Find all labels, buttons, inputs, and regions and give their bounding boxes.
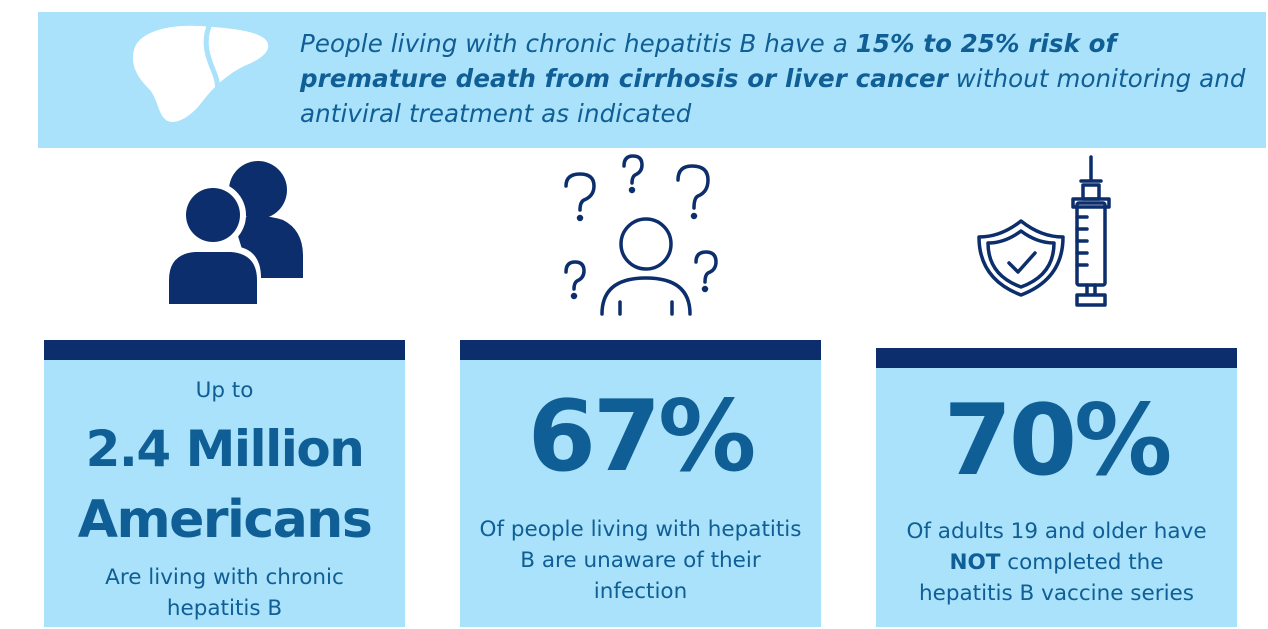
top-banner: People living with chronic hepatitis B h… xyxy=(38,12,1266,148)
card-pretext: Up to xyxy=(195,378,254,403)
stat-card-unaware: 67% Of people living with hepatitis B ar… xyxy=(460,340,821,627)
card-header-bar xyxy=(44,340,405,360)
card-header-bar xyxy=(460,340,821,360)
confused-person-icon xyxy=(564,154,718,316)
banner-text: People living with chronic hepatitis B h… xyxy=(300,29,1246,128)
stat-card-vaccine: 70% Of adults 19 and older have NOT comp… xyxy=(876,348,1237,627)
stat-card-americans: Up to 2.4 Million Americans Are living w… xyxy=(44,340,405,627)
people-icon xyxy=(165,161,303,308)
shield-syringe-icon xyxy=(977,155,1111,307)
emphasis-not: NOT xyxy=(949,550,1001,575)
card-caption: Of adults 19 and older have NOT complete… xyxy=(906,519,1207,606)
stat-value: 70% xyxy=(943,384,1173,498)
card-header-bar xyxy=(876,348,1237,368)
stat-value-line2: Americans xyxy=(77,490,373,550)
stat-value: 67% xyxy=(527,380,757,494)
card-caption: Of people living with hepatitis B are un… xyxy=(479,517,802,604)
stat-value-line1: 2.4 Million xyxy=(85,420,365,478)
card-caption: Are living with chronic hepatitis B xyxy=(105,565,344,621)
liver-icon xyxy=(132,21,269,122)
